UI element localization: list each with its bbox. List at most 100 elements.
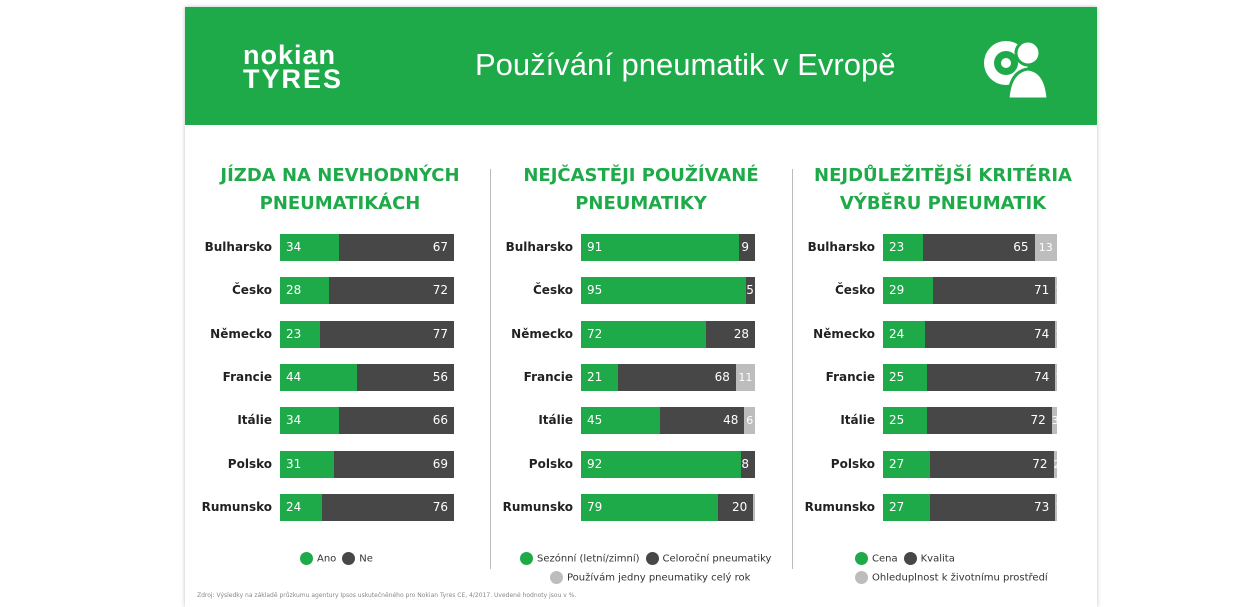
bar-segment: 76 [321,494,454,521]
bar-segment: 92 [581,451,742,478]
category-label: Francie [523,370,573,384]
bar-segment: 65 [922,234,1035,261]
chart-title: NEJDŮLEŽITĚJŠÍ KRITÉRIA VÝBĚRU PNEUMATIK [814,165,1072,214]
legend-swatch [342,552,356,565]
bar-segment: 24 [280,494,322,521]
legend-swatch [550,571,563,584]
bar-segment: 20 [718,494,754,521]
bar-segment: 27 [883,494,930,521]
bar-segment: 2 [1053,451,1061,478]
bar-segment: 8 [741,451,755,478]
category-label: Francie [222,370,272,384]
category-label: Polsko [227,457,272,471]
bar-segment: 95 [581,277,747,304]
chart-title: JÍZDA NA NEVHODNÝCH PNEUMATIKÁCH [220,165,460,214]
bar-segment: 91 [581,234,740,261]
bar-segment: 48 [660,407,745,434]
category-label: Itálie [840,413,875,427]
bar-segment: 1 [1055,494,1062,521]
divider [792,169,793,569]
bar-segment: 23 [883,234,923,261]
bar-segment: 6 [744,407,755,434]
legend: Ano Ne [300,552,379,565]
nokian-tyres-logo: nokian TYRES [243,40,344,94]
bar-segment: 1 [1055,321,1062,348]
bar-segment: 69 [333,451,454,478]
bar-segment: 73 [929,494,1056,521]
legend-item: Ano [300,552,336,565]
bar-segment: 56 [356,364,454,391]
legend-swatch [645,552,659,565]
bar-segment: 68 [617,364,736,391]
category-label: Česko [232,283,272,297]
category-label: Polsko [830,457,875,471]
bar-segment: 11 [735,364,755,391]
bar-segment: 9 [739,234,755,261]
bar-segment: 72 [929,451,1054,478]
legend: Sezónní (letní/zimní) Celoroční pneumatik… [520,552,777,584]
source-note: Zdroj: Výsledky na základě průzkumu agen… [197,592,577,599]
category-label: Německo [210,327,272,341]
bar-segment: 79 [581,494,719,521]
infographic: nokian TYRES Používání pneumatik v Evropě… [185,7,1097,607]
bar-segment: 28 [706,321,755,348]
bar-segment: 72 [926,407,1052,434]
legend-item: Ne [342,552,373,565]
tire-person-icon [984,39,1050,101]
legend-swatch [903,552,917,565]
bar-segment: 29 [883,277,933,304]
legend-item: Cena [855,552,898,565]
bar-segment: 21 [581,364,618,391]
divider [490,169,491,569]
bar-segment: 77 [320,321,454,348]
legend-item: Sezónní (letní/zimní) [520,552,640,565]
category-label: Rumunsko [201,500,272,514]
bar-segment: 74 [926,364,1056,391]
legend-swatch [855,552,868,565]
category-label: Bulharsko [204,240,272,254]
bar-segment: 1 [1055,364,1062,391]
legend-item: Kvalita [903,552,955,565]
bar-segment: 74 [925,321,1056,348]
bar-segment: 25 [883,407,927,434]
legend-swatch [855,571,868,584]
bar-segment: 45 [581,407,661,434]
bar-segment: 1 [1055,277,1062,304]
category-label: Itálie [538,413,573,427]
bar-segment: 25 [883,364,927,391]
category-label: Česko [533,283,573,297]
legend-item: Ohleduplnost k životnímu prostředí [855,571,1048,584]
legend-swatch [300,552,313,565]
bar-segment: 44 [280,364,357,391]
bar-segment: 72 [581,321,707,348]
legend-item: Celoroční pneumatiky [645,552,771,565]
bar-segment: 71 [932,277,1056,304]
bar-segment [753,494,755,521]
bar-segment: 31 [280,451,334,478]
bar-segment: 5 [746,277,755,304]
bar-segment: 3 [1051,407,1059,434]
legend-item: Používám jedny pneumatiky celý rok [550,571,771,584]
category-label: Itálie [237,413,272,427]
category-label: Rumunsko [502,500,573,514]
bar-segment: 34 [280,407,340,434]
legend: Cena Kvalita Ohleduplnost k životnímu pros… [855,552,1054,584]
legend-swatch [520,552,533,565]
category-label: Německo [813,327,875,341]
header: nokian TYRES Používání pneumatik v Evropě [185,7,1097,125]
chart-title: NEJČASTĚJI POUŽÍVANÉ PNEUMATIKY [523,165,759,214]
category-label: Rumunsko [804,500,875,514]
bar-segment: 72 [328,277,454,304]
bar-segment: 13 [1034,234,1057,261]
category-label: Francie [825,370,875,384]
category-label: Bulharsko [807,240,875,254]
bar-segment: 66 [339,407,454,434]
category-label: Německo [511,327,573,341]
bar-segment: 24 [883,321,926,348]
category-label: Česko [835,283,875,297]
category-label: Polsko [528,457,573,471]
page-title: Používání pneumatik v Evropě [475,47,896,82]
bar-segment: 23 [280,321,321,348]
bar-segment: 27 [883,451,930,478]
bar-segment: 67 [338,234,454,261]
